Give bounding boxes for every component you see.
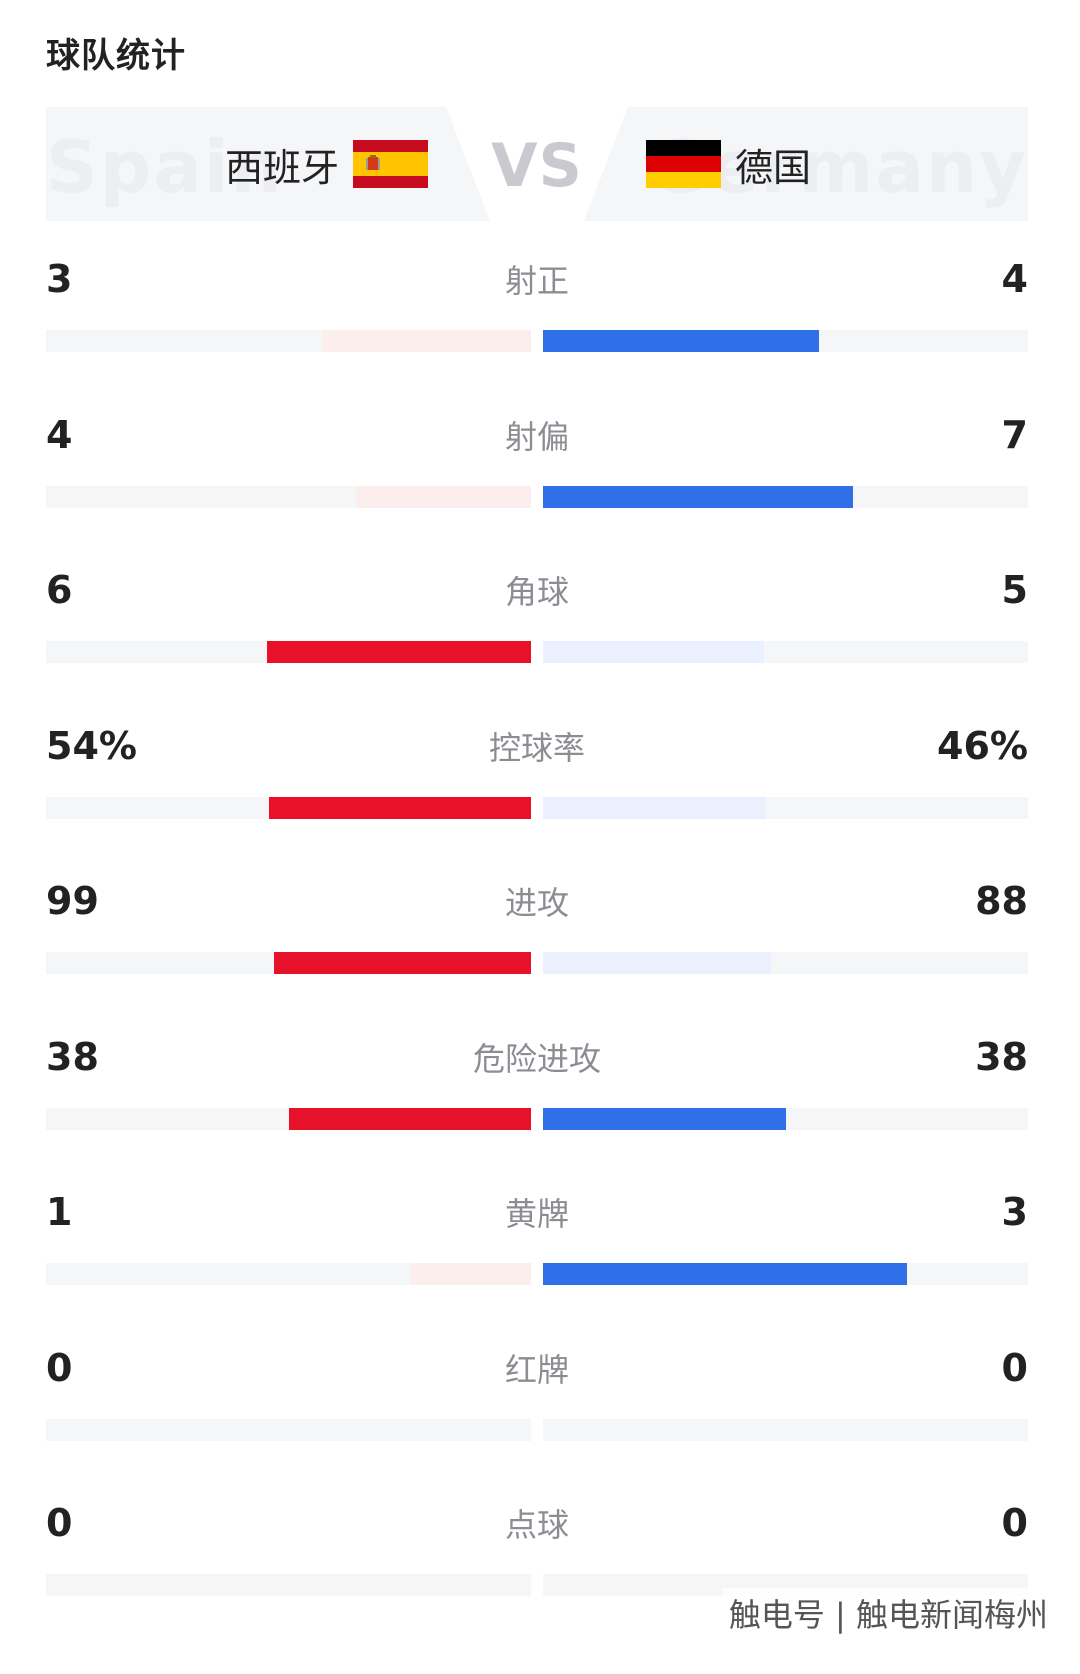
- section-title: 球队统计: [46, 36, 186, 76]
- stat-home-value: 38: [46, 1034, 99, 1079]
- home-team-name: 西班牙: [224, 145, 339, 190]
- away-team-name: 德国: [735, 145, 812, 190]
- stat-away-bar-track: [543, 1107, 1028, 1130]
- stat-label: 红牌: [504, 1350, 569, 1389]
- stat-away-bar-track: [543, 330, 1028, 352]
- stat-home-bar-track: [46, 1263, 531, 1285]
- stat-away-bar-track: [543, 796, 1028, 819]
- stat-home-bar: [356, 485, 531, 508]
- stat-row: 3 射正 4: [46, 247, 1028, 403]
- stat-home-bar-track: [46, 1107, 531, 1130]
- away-team[interactable]: 德国: [646, 137, 811, 191]
- stat-label: 进攻: [504, 884, 569, 922]
- stat-home-value: 0: [46, 1345, 73, 1390]
- stat-home-value: 3: [46, 257, 73, 301]
- spain-flag-icon: [353, 140, 428, 188]
- vs-label: VS: [491, 131, 583, 201]
- stat-label: 危险进攻: [472, 1039, 601, 1078]
- stat-away-value: 4: [1001, 257, 1028, 301]
- stat-label: 射偏: [504, 417, 569, 456]
- stat-away-bar: [543, 796, 767, 819]
- stat-row: 0 红牌 0: [46, 1336, 1028, 1492]
- stat-home-bar-track: [46, 1574, 531, 1596]
- stat-home-bar-track: [46, 330, 531, 352]
- stat-home-bar-track: [46, 641, 531, 663]
- stat-label: 黄牌: [504, 1195, 569, 1233]
- stat-away-bar-track: [543, 1263, 1028, 1285]
- stat-away-value: 0: [1001, 1501, 1028, 1545]
- source-watermark: 触电号 | 触电新闻梅州: [722, 1588, 1054, 1638]
- stat-home-value: 4: [46, 412, 73, 457]
- stat-away-value: 3: [1001, 1190, 1028, 1234]
- stat-away-value: 0: [1001, 1345, 1028, 1390]
- stat-row: 4 射偏 7: [46, 403, 1028, 559]
- stat-row: 38 危险进攻 38: [46, 1025, 1028, 1181]
- stat-home-value: 54%: [46, 723, 137, 768]
- stat-home-bar-track: [46, 485, 531, 508]
- stat-away-value: 38: [975, 1034, 1028, 1079]
- stat-away-value: 7: [1001, 412, 1028, 457]
- stat-row: 99 进攻 88: [46, 869, 1028, 1025]
- stat-home-value: 1: [46, 1190, 73, 1234]
- stat-home-bar: [269, 796, 531, 819]
- stat-away-bar: [543, 641, 764, 663]
- match-header: Spain Germany VS 西班牙 德国: [46, 107, 1028, 221]
- stat-away-bar: [543, 485, 854, 508]
- stat-label: 射正: [504, 262, 569, 300]
- stat-label: 点球: [504, 1506, 569, 1544]
- stat-home-value: 99: [46, 879, 99, 923]
- stat-label: 角球: [504, 573, 569, 611]
- stat-label: 控球率: [488, 728, 585, 767]
- stat-away-bar: [543, 1263, 907, 1285]
- home-team[interactable]: 西班牙: [225, 137, 428, 191]
- stats-list: 3 射正 4 4 射偏 7 6 角球 5 54% 控球率 46% 99 进攻 88 38 危险进攻 38 1 黄牌 3 0…: [46, 247, 1028, 1647]
- stat-home-bar-track: [46, 952, 531, 974]
- stat-row: 54% 控球率 46%: [46, 714, 1028, 870]
- stat-home-bar: [288, 1107, 531, 1130]
- stat-row: 0 点球 0: [46, 1491, 1028, 1647]
- stat-away-bar: [543, 1107, 786, 1130]
- stat-away-bar-track: [543, 1418, 1028, 1441]
- stat-away-bar: [543, 330, 820, 352]
- stat-home-bar: [266, 641, 531, 663]
- stat-home-value: 6: [46, 568, 73, 612]
- stat-home-bar: [273, 952, 531, 974]
- stat-home-bar-track: [46, 1418, 531, 1441]
- stat-row: 1 黄牌 3: [46, 1180, 1028, 1336]
- stat-home-bar: [409, 1263, 531, 1285]
- stat-away-value: 88: [975, 879, 1028, 923]
- germany-flag-icon: [646, 140, 721, 188]
- stat-home-bar: [322, 330, 531, 352]
- stat-row: 6 角球 5: [46, 558, 1028, 714]
- stat-away-bar-track: [543, 485, 1028, 508]
- stat-away-bar-track: [543, 641, 1028, 663]
- stat-away-value: 46%: [937, 723, 1028, 768]
- stat-home-value: 0: [46, 1501, 73, 1545]
- stat-home-bar-track: [46, 796, 531, 819]
- stat-away-value: 5: [1001, 568, 1028, 612]
- stat-away-bar: [543, 952, 771, 974]
- home-team-watermark: Spain: [46, 125, 284, 209]
- stat-away-bar-track: [543, 952, 1028, 974]
